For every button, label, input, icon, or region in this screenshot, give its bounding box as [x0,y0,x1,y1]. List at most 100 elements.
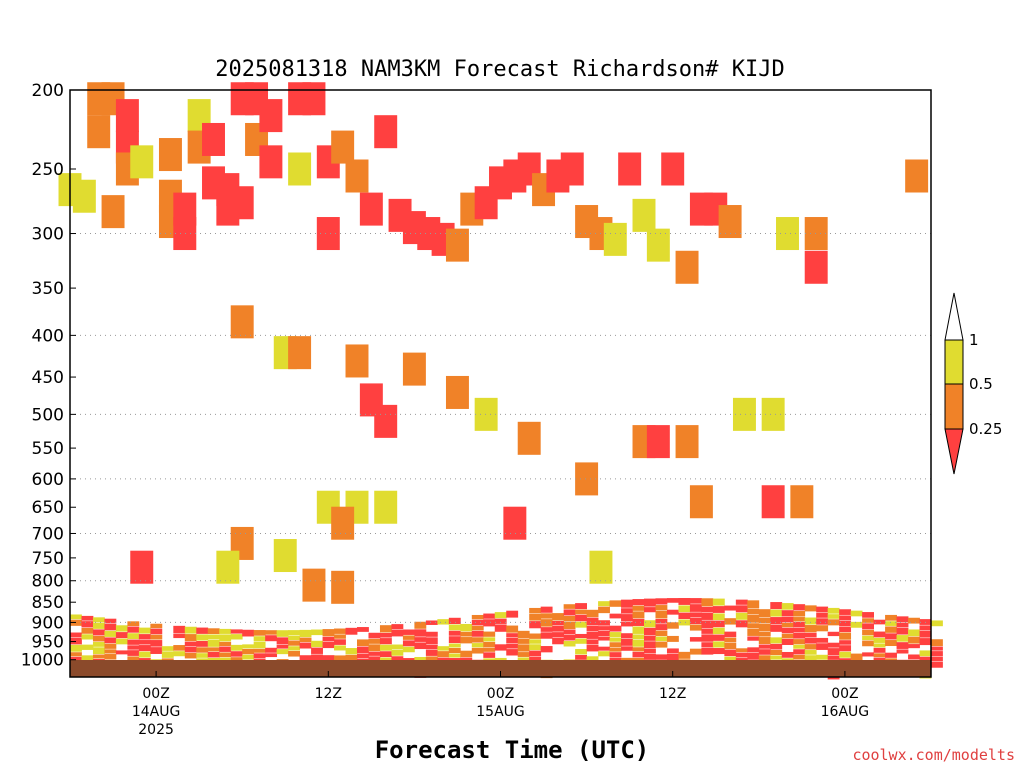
x-tick-label: 2025 [138,722,174,738]
y-tick-label: 550 [32,439,64,459]
boundary-layer-cell [506,610,519,618]
data-cell [761,485,785,519]
boundary-layer-cell [586,644,599,652]
boundary-layer-cell [414,629,427,637]
boundary-layer-cell [839,609,852,615]
data-cell [503,506,527,540]
boundary-layer-cell [575,609,587,615]
boundary-layer-cell [81,644,94,650]
boundary-layer-cell [471,647,484,654]
credit-link[interactable]: coolwx.com/modelts [852,746,1015,764]
boundary-layer-cell [621,608,633,614]
boundary-layer-cell [150,640,163,647]
boundary-layer-cell [586,617,599,626]
boundary-layer-cell [368,632,381,639]
boundary-layer-cell [437,619,450,625]
boundary-layer-cell [242,629,255,637]
boundary-layer-cell [644,607,656,613]
y-tick-label: 450 [32,368,64,388]
boundary-layer-cell [81,621,94,628]
boundary-layer-cell [517,644,530,652]
boundary-layer-cell [712,598,725,606]
boundary-layer-cell [678,651,691,659]
y-axis: 200 250 300 350 400 450 500 550 600 650 700 750 8008… [21,81,76,671]
boundary-layer-cell [655,605,668,611]
boundary-layer-cell [173,633,186,639]
boundary-layer-cell [644,620,656,628]
surface-band [70,660,931,677]
boundary-layer-cell [839,651,852,658]
boundary-layer-cell [655,654,668,660]
boundary-layer-cell [494,644,507,651]
legend-swatch [944,383,964,430]
boundary-layer-cell [827,614,840,619]
boundary-layer-cell [758,655,771,661]
boundary-layer-cell [115,638,128,645]
boundary-layer-cell [873,619,886,625]
data-cell [732,397,756,431]
boundary-layer-cell [253,641,266,649]
boundary-layer-cell [804,650,817,655]
data-cell [646,425,670,459]
boundary-layer-cell [609,647,622,652]
boundary-layer-cell [862,629,874,636]
boundary-layer-cell [483,652,496,658]
boundary-layer-cell [770,602,783,610]
boundary-layer-cell [345,627,358,635]
boundary-layer-cell [839,626,852,633]
boundary-layer-cell [506,633,519,638]
boundary-layer-cell [850,653,863,661]
boundary-layer-cell [827,607,840,614]
boundary-layer-cell [483,641,496,648]
y-tick-label: 900 [32,613,64,633]
boundary-layer-cell [931,639,943,647]
boundary-layer-cell [632,639,645,647]
boundary-layer-cell [529,639,542,644]
boundary-layer-cell [184,641,197,647]
boundary-layer-cell [781,633,794,639]
boundary-layer-cell [621,621,633,627]
boundary-layer-cell [827,619,840,626]
boundary-layer-cell [494,618,507,624]
data-cell [173,217,197,251]
boundary-layer-cell [207,647,220,652]
boundary-layer-cell [276,630,289,637]
chart-title: 2025081318 NAM3KM Forecast Richardson# K… [215,57,785,82]
boundary-layer-cell [586,656,599,662]
boundary-layer-cell [288,630,300,636]
boundary-layer-cell [609,625,622,632]
x-axis: 00Z 14AUG 2025 12Z 00Z 15AUG 12Z 00Z 16AUG [132,671,869,738]
boundary-layer-cell [471,625,484,631]
boundary-layer-cell [701,612,714,620]
data-cell [259,99,283,133]
boundary-layer-cell [471,630,484,637]
x-tick-label: 00Z [142,686,169,702]
boundary-layer-cell [632,647,645,652]
data-cell [445,375,469,409]
boundary-layer-cell [873,653,886,658]
boundary-layer-cell [483,613,496,619]
boundary-layer-cell [161,646,174,651]
boundary-layer-cell [379,625,392,633]
boundary-layer-cell [471,619,484,626]
data-cell [689,485,713,519]
boundary-layer-cell [288,640,300,646]
boundary-layer-cell [586,631,599,639]
boundary-layer-cell [632,634,645,640]
boundary-layer-cell [575,648,587,655]
boundary-layer-cell [850,610,863,617]
data-cell [575,462,599,496]
boundary-layer-cell [712,620,725,628]
boundary-layer-cell [483,637,496,642]
boundary-layer-cell [758,644,771,649]
boundary-layer-cell [506,643,519,649]
boundary-layer-cell [483,647,496,652]
x-tick-label: 12Z [659,686,686,702]
data-cell [230,186,254,220]
boundary-layer-cell [127,650,140,656]
x-axis-label: Forecast Time (UTC) [375,736,650,764]
boundary-layer-cell [862,623,874,630]
gridlines [70,233,931,623]
boundary-layer-cell [885,626,897,633]
boundary-layer-cell [517,638,530,644]
